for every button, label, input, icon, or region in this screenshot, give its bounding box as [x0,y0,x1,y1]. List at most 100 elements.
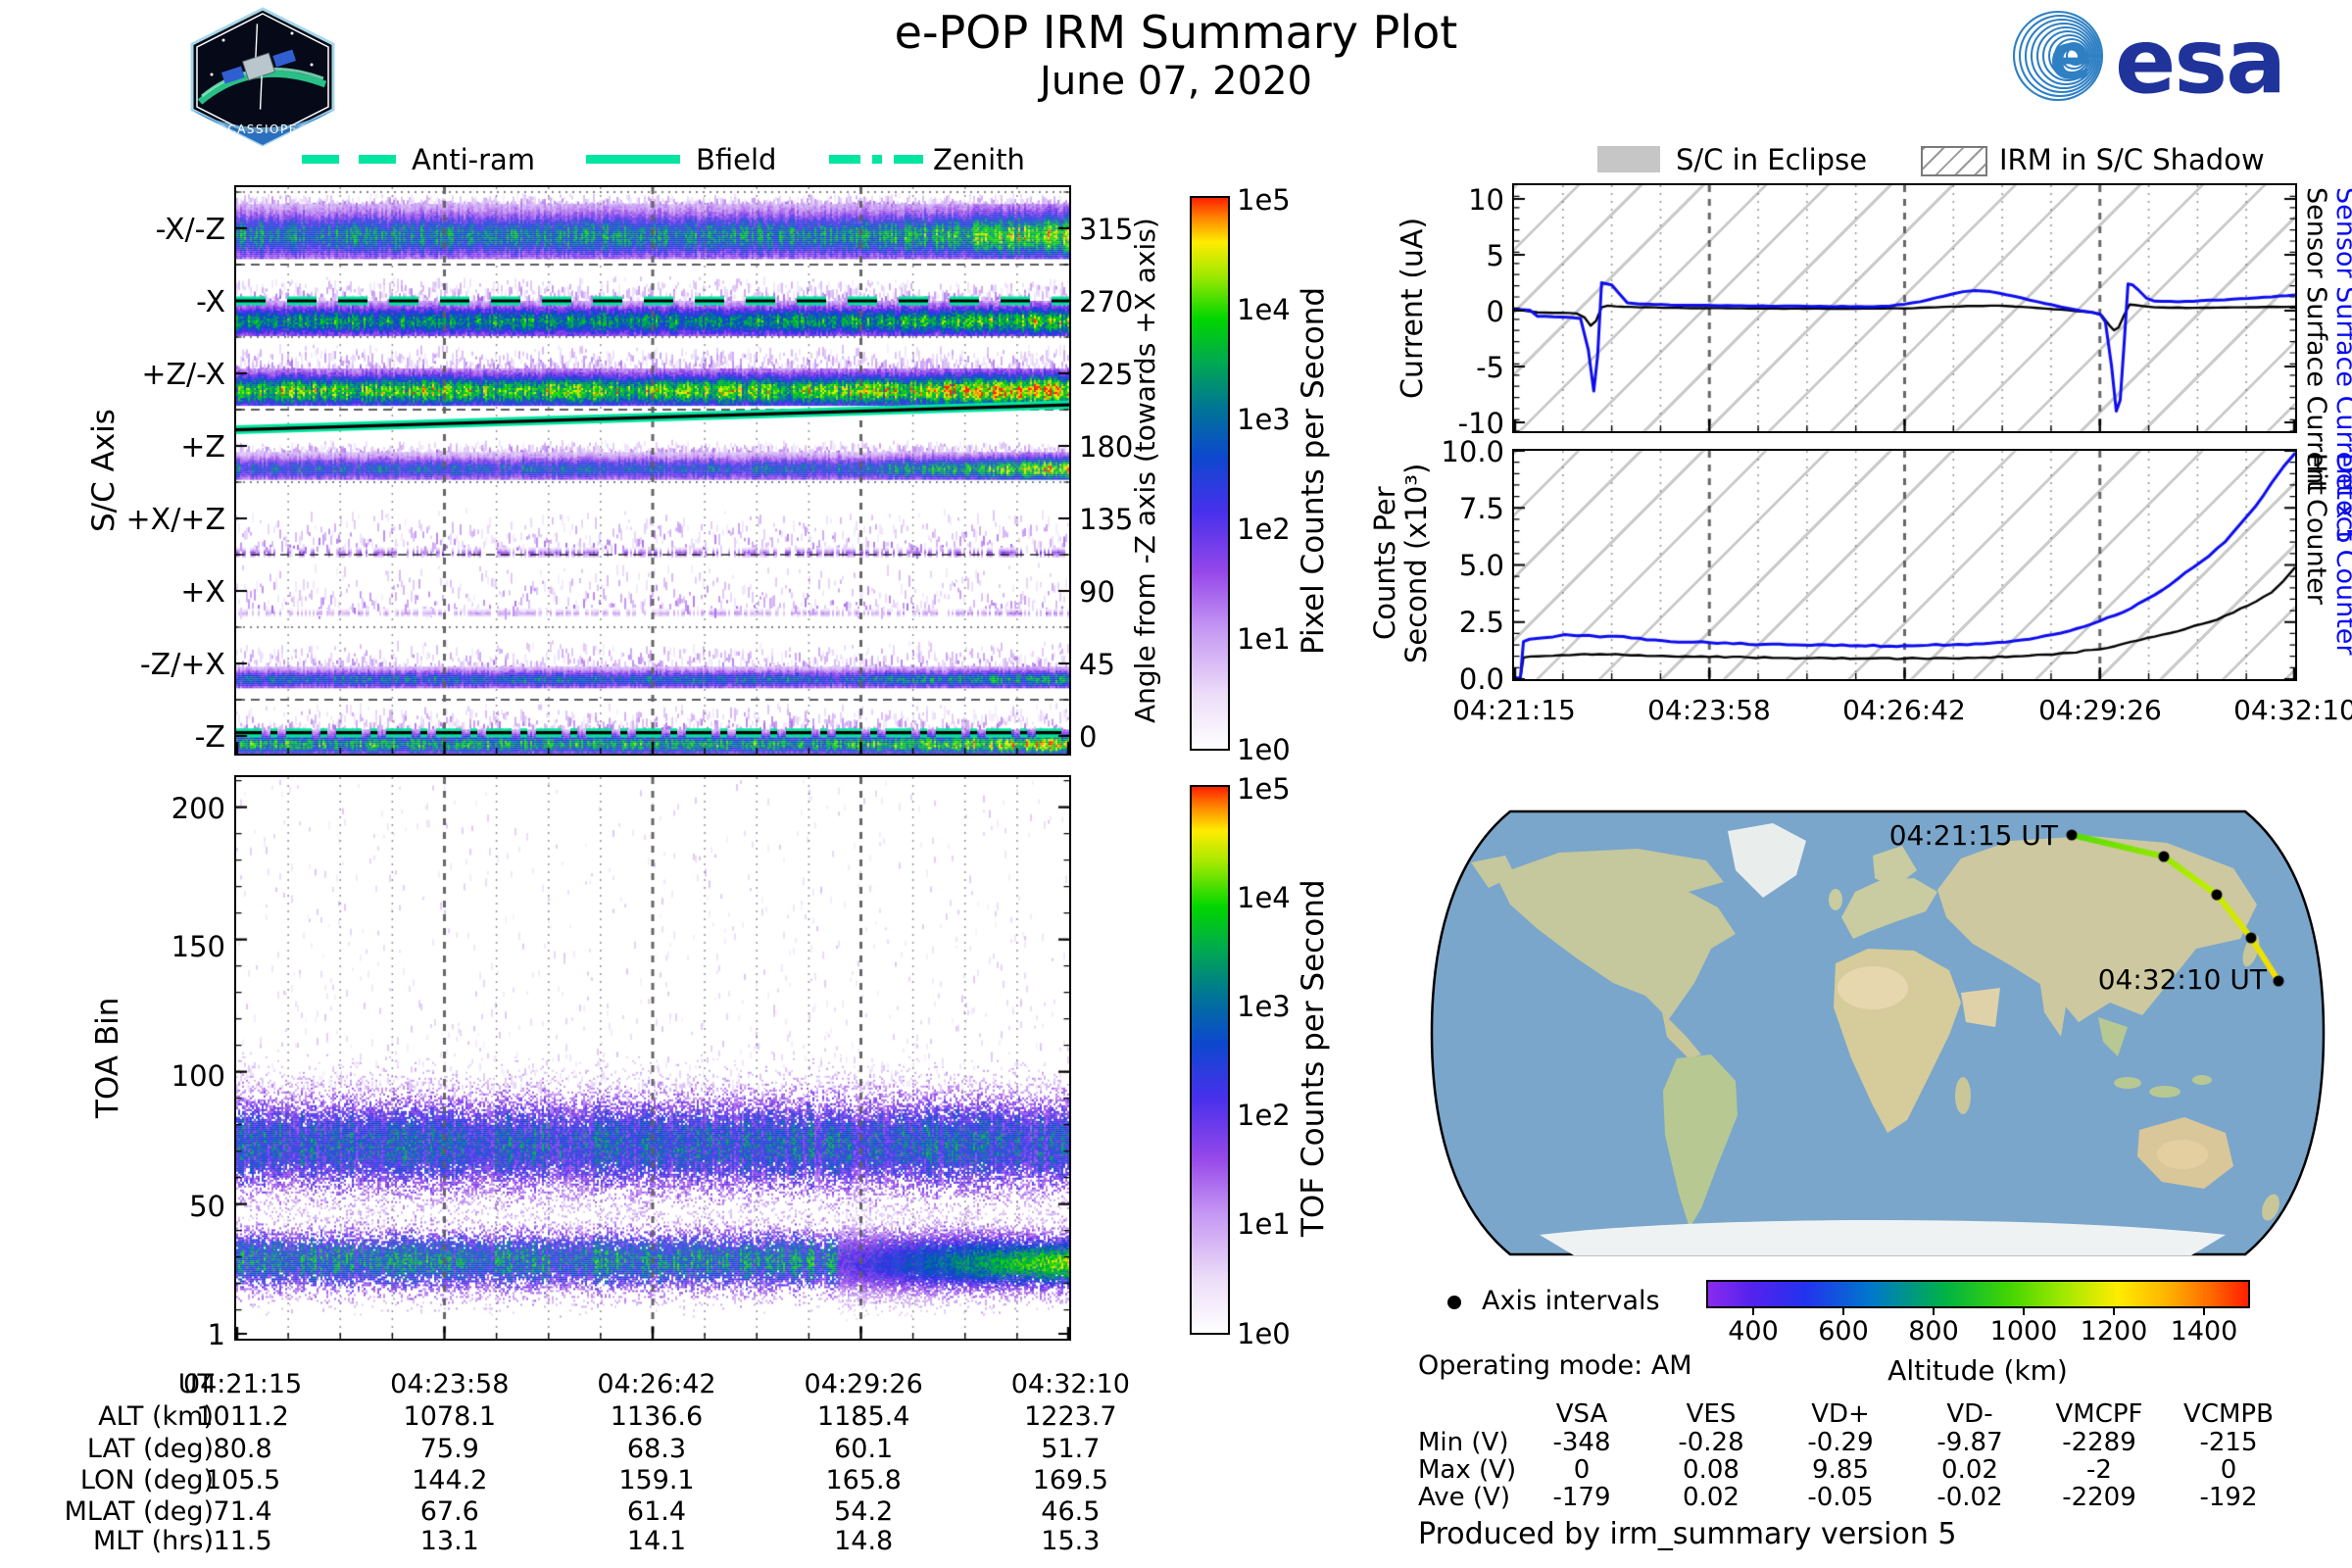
cbar-tick: 1e1 [1237,1207,1291,1241]
angle-tick: 270 [1079,285,1133,318]
x-tick: 04:26:42 [1826,694,1983,726]
x-tick: 04:32:10 [2217,694,2352,726]
table-cell: 67.6 [346,1496,553,1527]
table-cell: 46.5 [967,1496,1174,1527]
voltage-cell: -2209 [2034,1483,2164,1512]
counts-right-label-black: Hit Counter [2301,453,2331,845]
table-cell: 1011.2 [139,1401,346,1432]
esa-logo: e esa [2009,6,2347,109]
spectrogram-canvas [236,187,1069,754]
counts-tick: 10.0 [1418,435,1504,468]
voltage-row-label: Ave (V) [1418,1483,1510,1512]
voltage-col-header: VD+ [1776,1399,1905,1429]
eclipse-legend-swatch [1597,146,1660,172]
ground-track-canvas [1412,802,2343,1263]
counts-right-label-blue: Detect Counter [2330,453,2352,845]
sc-axis-tick: -X [80,285,225,319]
tof-colorbar [1190,785,1230,1335]
voltage-row: 0 0.08 9.85 0.02 -2 0 [1517,1455,2293,1485]
table-cell: 14.8 [760,1526,967,1556]
voltage-cell: -2289 [2034,1428,2164,1457]
table-cell: 04:32:10 [967,1369,1174,1399]
spectrogram-panel [234,185,1071,756]
zenith-legend-line [829,155,923,164]
angle-axis-title: Angle from -Z axis (towards +X axis) [1129,187,1161,754]
svg-text:e: e [2049,22,2091,94]
table-cell: 144.2 [346,1465,553,1495]
produced-by: Produced by irm_summary version 5 [1418,1517,1956,1551]
angle-tick: 0 [1079,720,1097,754]
cbar-tick: 1e2 [1237,513,1291,546]
table-cell: 68.3 [553,1434,760,1464]
table-cell: 61.4 [553,1496,760,1527]
altitude-tick-mark [1752,1306,1754,1315]
counts-tick: 5.0 [1418,549,1504,582]
current-canvas [1514,185,2295,431]
table-cell: 11.5 [139,1526,346,1556]
toa-tick: 150 [139,930,225,963]
table-cell: 1223.7 [967,1401,1174,1432]
shadow-legend-swatch [1921,146,1987,176]
counters-panel [1512,449,2297,681]
voltage-cell: -0.28 [1646,1428,1776,1457]
voltage-cell: 0 [2164,1455,2293,1485]
shadow-legend-label: IRM in S/C Shadow [1999,143,2265,176]
operating-mode: Operating mode: AM [1418,1350,1692,1381]
angle-tick: 180 [1079,430,1133,464]
table-cell: 1185.4 [760,1401,967,1432]
angle-tick: 45 [1079,648,1115,681]
altitude-tick-mark [2113,1306,2115,1315]
cbar-tick: 1e0 [1237,733,1291,766]
cbar-tick: 1e1 [1237,622,1291,656]
voltage-cell: 9.85 [1776,1455,1905,1485]
table-cell: 159.1 [553,1465,760,1495]
voltage-cell: -348 [1517,1428,1646,1457]
voltage-cell: -192 [2164,1483,2293,1512]
voltage-cell: -0.05 [1776,1483,1905,1512]
voltage-col-header: VES [1646,1399,1776,1429]
altitude-colorbar [1706,1280,2250,1308]
sc-axis-tick: -X/-Z [80,213,225,247]
track-end-label: 04:32:10 UT [2022,963,2267,996]
page-title: e-POP IRM Summary Plot [0,6,2352,59]
altitude-tick: 1000 [1984,1316,2063,1347]
angle-tick: 90 [1079,575,1115,609]
zenith-legend-label: Zenith [933,143,1025,176]
antiram-legend-label: Anti-ram [412,143,535,176]
cbar-tick: 1e2 [1237,1099,1291,1132]
voltage-cell: -9.87 [1905,1428,2034,1457]
voltage-col-header: VD- [1905,1399,2034,1429]
epop-irm-summary-page: e-POP IRM Summary Plot June 07, 2020 CAS… [0,0,2352,1568]
page-date: June 07, 2020 [0,59,2352,104]
current-tick: 0 [1418,295,1504,328]
current-tick: -5 [1418,351,1504,384]
table-cell: 04:29:26 [760,1369,967,1399]
table-cell: 54.2 [760,1496,967,1527]
x-tick: 04:29:26 [2022,694,2179,726]
cbar-tick: 1e4 [1237,293,1291,326]
patch-text: CASSIOPE [227,122,298,136]
table-row: 11.5 13.1 14.1 14.8 15.3 [139,1526,1174,1556]
table-cell: 165.8 [760,1465,967,1495]
cbar-tick: 1e3 [1237,403,1291,436]
table-cell: 04:21:15 [139,1369,346,1399]
angle-tick: 315 [1079,213,1133,246]
sc-axis-tick: +Z [80,430,225,465]
counts-tick: 7.5 [1418,492,1504,525]
voltage-col-header: VCMPB [2164,1399,2293,1429]
table-row: 105.5 144.2 159.1 165.8 169.5 [139,1465,1174,1495]
altitude-tick: 1200 [2075,1316,2153,1347]
toa-panel [234,775,1071,1341]
voltage-cell: -2 [2034,1455,2164,1485]
toa-canvas [236,777,1069,1339]
antiram-legend-line [302,155,396,164]
voltage-cell: -0.29 [1776,1428,1905,1457]
cassiope-patch-logo: CASSIOPE [184,6,341,148]
table-cell: 75.9 [346,1434,553,1464]
angle-tick: 225 [1079,358,1133,391]
sc-axis-tick: +Z/-X [80,358,225,392]
toa-tick: 200 [139,792,225,825]
esa-globe-icon: e [2013,11,2103,101]
table-cell: 169.5 [967,1465,1174,1495]
toa-tick: 100 [139,1059,225,1093]
